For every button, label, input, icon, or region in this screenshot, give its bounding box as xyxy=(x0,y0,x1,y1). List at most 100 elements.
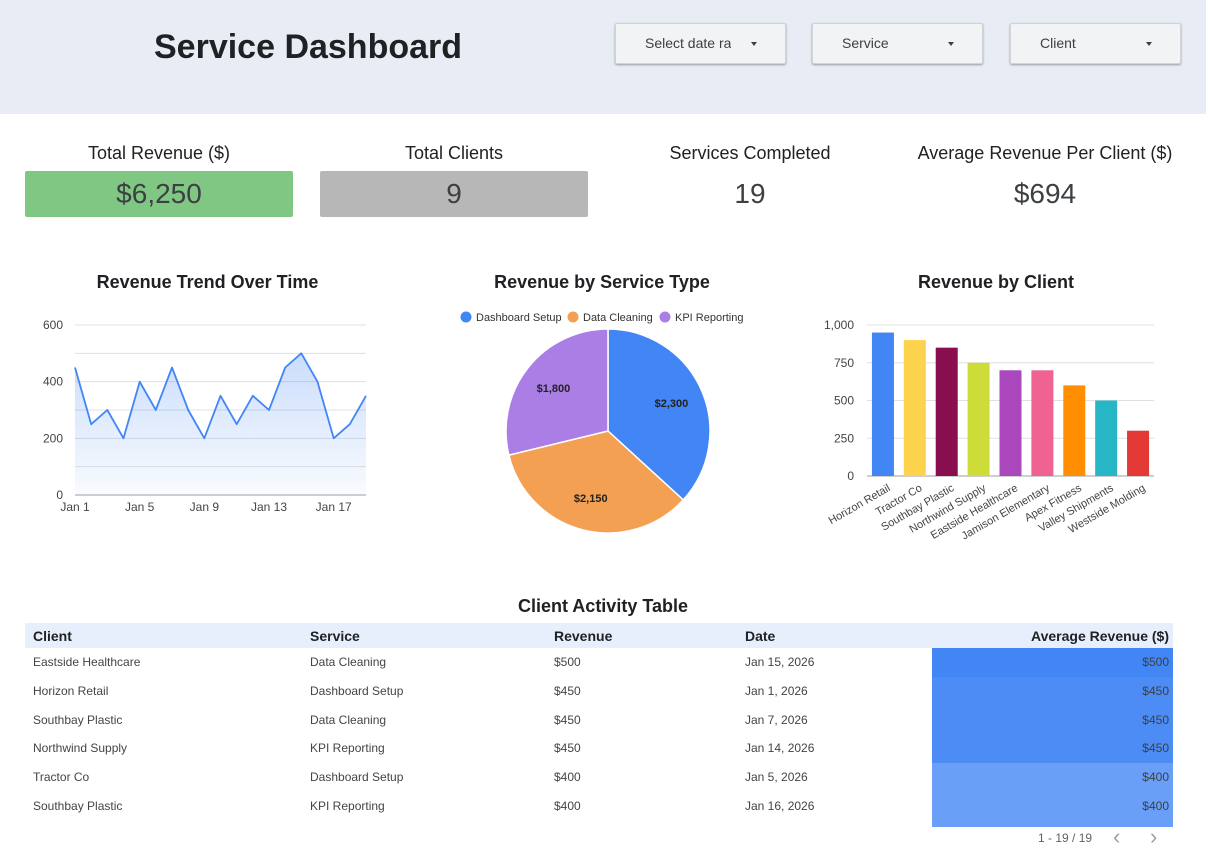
chevron-down-icon xyxy=(1146,42,1152,46)
table-row-partial xyxy=(932,820,1173,827)
cell-revenue: $500 xyxy=(554,655,581,669)
legend-label[interactable]: KPI Reporting xyxy=(675,312,743,324)
kpi-total-clients-title: Total Clients xyxy=(404,143,504,163)
col-header-date[interactable]: Date xyxy=(745,628,776,644)
revenue-by-service-chart: Dashboard Setup Data Cleaning KPI Reportin… xyxy=(460,311,743,534)
bar[interactable] xyxy=(999,370,1022,476)
pie-slice[interactable] xyxy=(607,328,711,501)
cell-revenue: $450 xyxy=(554,683,581,698)
cell-service: Dashboard Setup xyxy=(310,683,404,698)
table-row[interactable]: Southbay Plastic KPI Reporting $400 Jan 16,… xyxy=(25,791,1173,821)
legend-label[interactable]: Dashboard Setup xyxy=(476,312,562,324)
y-tick-label: 200 xyxy=(43,431,63,445)
bar[interactable] xyxy=(1095,400,1118,477)
service-filter-label: Service xyxy=(842,35,889,51)
kpi-total-revenue-value: $6,250 xyxy=(25,171,293,217)
table-body: Eastside Healthcare Data Cleaning $500 Jan … xyxy=(25,648,1173,827)
pie-slice[interactable] xyxy=(507,430,685,534)
cell-avg-revenue: $400 xyxy=(932,791,1173,821)
date-range-filter-label: Select date range xyxy=(645,35,731,51)
col-header-avg-revenue[interactable]: Average Revenue ($) xyxy=(1031,628,1169,644)
x-tick-label: Jan 1 xyxy=(60,500,90,514)
cell-avg-revenue-value: $450 xyxy=(1142,741,1169,756)
bar[interactable] xyxy=(1063,385,1086,476)
legend-marker xyxy=(460,311,472,323)
bar[interactable] xyxy=(967,362,990,476)
cell-client: Horizon Retail xyxy=(33,683,109,698)
prev-page-icon[interactable]: ‹ xyxy=(1113,824,1121,849)
cell-service: Data Cleaning xyxy=(310,655,387,669)
revenue-trend-chart: 0 200 400 600 Jan 1 Jan 5 Jan 9 Jan 13 Jan 17 xyxy=(43,318,367,514)
pie-slice-label: $2,300 xyxy=(655,398,689,410)
bar[interactable] xyxy=(903,340,926,476)
client-filter[interactable]: Client xyxy=(1010,23,1181,64)
col-header-service[interactable]: Service xyxy=(310,628,360,644)
y-tick-label: 0 xyxy=(56,488,63,502)
table-title: Client Activity Table xyxy=(517,596,689,616)
cell-revenue: $450 xyxy=(554,741,581,756)
y-tick-label: 0 xyxy=(847,469,854,483)
kpi-total-revenue-title: Total Revenue ($) xyxy=(87,143,231,163)
cell-client: Northwind Supply xyxy=(33,741,128,756)
x-tick-label: Jan 17 xyxy=(316,500,352,514)
cell-avg-revenue: $450 xyxy=(932,705,1173,735)
y-tick-label: 750 xyxy=(834,356,854,370)
chevron-down-icon xyxy=(751,42,757,46)
cell-client: Southbay Plastic xyxy=(33,712,123,727)
y-tick-label: 600 xyxy=(43,318,63,332)
service-filter[interactable]: Service xyxy=(812,23,983,64)
y-tick-label: 250 xyxy=(834,431,854,445)
cell-service: KPI Reporting xyxy=(310,798,385,813)
cell-service: Data Cleaning xyxy=(310,712,387,727)
cell-avg-revenue-value: $400 xyxy=(1142,770,1169,785)
bar[interactable] xyxy=(871,332,894,476)
y-tick-label: 500 xyxy=(834,394,854,408)
cell-date: Jan 15, 2026 xyxy=(745,655,815,669)
client-activity-table: Client Service Revenue Date Average Reve… xyxy=(25,623,1173,827)
cell-avg-revenue: $500 xyxy=(932,648,1173,677)
y-tick-label: 400 xyxy=(43,375,63,389)
next-page-icon[interactable]: › xyxy=(1150,824,1158,849)
cell-client: Tractor Co xyxy=(33,770,90,785)
x-tick-label: Jan 5 xyxy=(125,500,155,514)
pie-chart-title: Revenue by Service Type xyxy=(494,272,710,292)
x-tick-label: Jan 9 xyxy=(190,500,220,514)
cell-avg-revenue-value: $450 xyxy=(1142,683,1169,698)
legend-label[interactable]: Data Cleaning xyxy=(583,312,653,324)
col-header-client[interactable]: Client xyxy=(33,628,72,644)
bar[interactable] xyxy=(1127,430,1150,476)
cell-date: Jan 1, 2026 xyxy=(745,683,808,698)
bar-chart-title: Revenue by Client xyxy=(917,272,1075,292)
cell-avg-revenue-value: $400 xyxy=(1142,798,1169,813)
header-bar: Service Dashboard Select date range Serv… xyxy=(0,0,1206,114)
col-header-revenue[interactable]: Revenue xyxy=(554,628,613,644)
kpi-services-completed-title: Services Completed xyxy=(669,143,831,163)
cell-revenue: $400 xyxy=(554,770,581,785)
cell-client: Southbay Plastic xyxy=(33,798,123,813)
table-row[interactable]: Southbay Plastic Data Cleaning $450 Jan 7, … xyxy=(25,705,1173,735)
table-row[interactable]: Tractor Co Dashboard Setup $400 Jan 5, 2026… xyxy=(25,763,1173,792)
page-title: Service Dashboard xyxy=(154,28,463,66)
table-row[interactable]: Northwind Supply KPI Reporting $450 Jan 14,… xyxy=(25,734,1173,764)
kpi-avg-revenue-value: $694 xyxy=(1013,178,1077,209)
table-row[interactable]: Eastside Healthcare Data Cleaning $500 Jan … xyxy=(25,648,1173,677)
cell-date: Jan 16, 2026 xyxy=(745,798,815,813)
table-row[interactable]: Horizon Retail Dashboard Setup $450 Jan 1, … xyxy=(25,676,1173,706)
cell-date: Jan 14, 2026 xyxy=(745,741,815,756)
pie-slice[interactable] xyxy=(505,328,609,457)
legend-marker xyxy=(567,311,579,323)
kpi-total-clients-value: 9 xyxy=(320,171,588,217)
cell-avg-revenue: $450 xyxy=(932,676,1173,706)
cell-avg-revenue: $450 xyxy=(932,734,1173,764)
client-filter-label: Client xyxy=(1040,35,1076,51)
bar[interactable] xyxy=(1031,370,1054,476)
cell-date: Jan 5, 2026 xyxy=(745,770,808,785)
date-range-filter[interactable]: Select date range xyxy=(615,23,786,64)
table-header: Client Service Revenue Date Average Reve… xyxy=(25,623,1173,648)
cell-date: Jan 7, 2026 xyxy=(745,712,808,727)
bar[interactable] xyxy=(935,347,958,476)
kpi-avg-revenue-title: Average Revenue Per Client ($) xyxy=(917,143,1173,163)
y-tick-label: 1,000 xyxy=(824,318,854,332)
